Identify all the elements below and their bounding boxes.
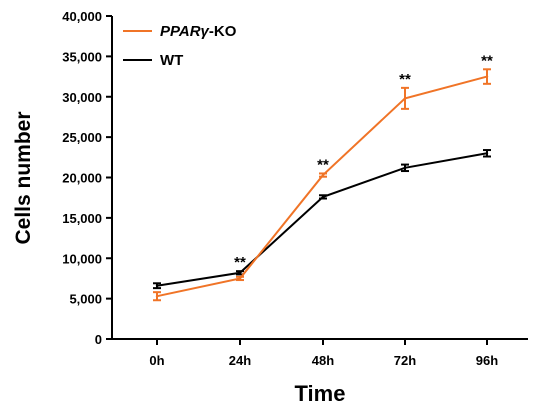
- data-point: [155, 295, 159, 298]
- y-tick-label: 5,000: [69, 292, 102, 307]
- legend-label-ko: PPARγ-KO: [160, 23, 237, 40]
- y-tick-label: 0: [95, 332, 102, 347]
- y-tick-label: 10,000: [62, 251, 102, 266]
- y-tick-label: 40,000: [62, 9, 102, 24]
- series: [153, 68, 491, 302]
- data-point: [403, 166, 407, 170]
- significance-marker: **: [317, 156, 329, 173]
- data-point: [403, 97, 407, 100]
- significance-markers: ** ** ** **: [234, 52, 493, 271]
- x-tick-label: 0h: [149, 353, 164, 368]
- data-point: [238, 271, 242, 274]
- y-tick-label: 15,000: [62, 211, 102, 226]
- y-tick-label: 25,000: [62, 130, 102, 145]
- x-ticks: 0h 24h 48h 72h 96h: [149, 339, 498, 368]
- y-tick-label: 35,000: [62, 49, 102, 64]
- y-tick-label: 30,000: [62, 90, 102, 105]
- series-0: [153, 68, 491, 302]
- x-tick-label: 24h: [229, 353, 251, 368]
- data-point: [155, 284, 159, 287]
- y-ticks: 0 5,000 10,000 15,000 20,000 25,000 30,000 35,0…: [62, 9, 112, 347]
- significance-marker: **: [234, 254, 246, 271]
- significance-marker: **: [399, 71, 411, 88]
- x-tick-label: 48h: [312, 353, 334, 368]
- legend-label-wt: WT: [160, 52, 183, 69]
- data-point: [238, 277, 242, 280]
- y-tick-label: 20,000: [62, 171, 102, 186]
- x-axis-title: Time: [295, 381, 346, 406]
- x-tick-label: 72h: [394, 353, 416, 368]
- x-tick-label: 96h: [476, 353, 498, 368]
- significance-marker: **: [481, 52, 493, 69]
- data-point: [485, 75, 489, 78]
- data-point: [321, 195, 325, 199]
- data-point: [485, 152, 489, 155]
- legend: PPARγ-KO WT: [123, 23, 237, 69]
- series-line: [156, 75, 488, 298]
- y-axis-title: Cells number: [12, 111, 35, 244]
- data-point: [321, 173, 325, 177]
